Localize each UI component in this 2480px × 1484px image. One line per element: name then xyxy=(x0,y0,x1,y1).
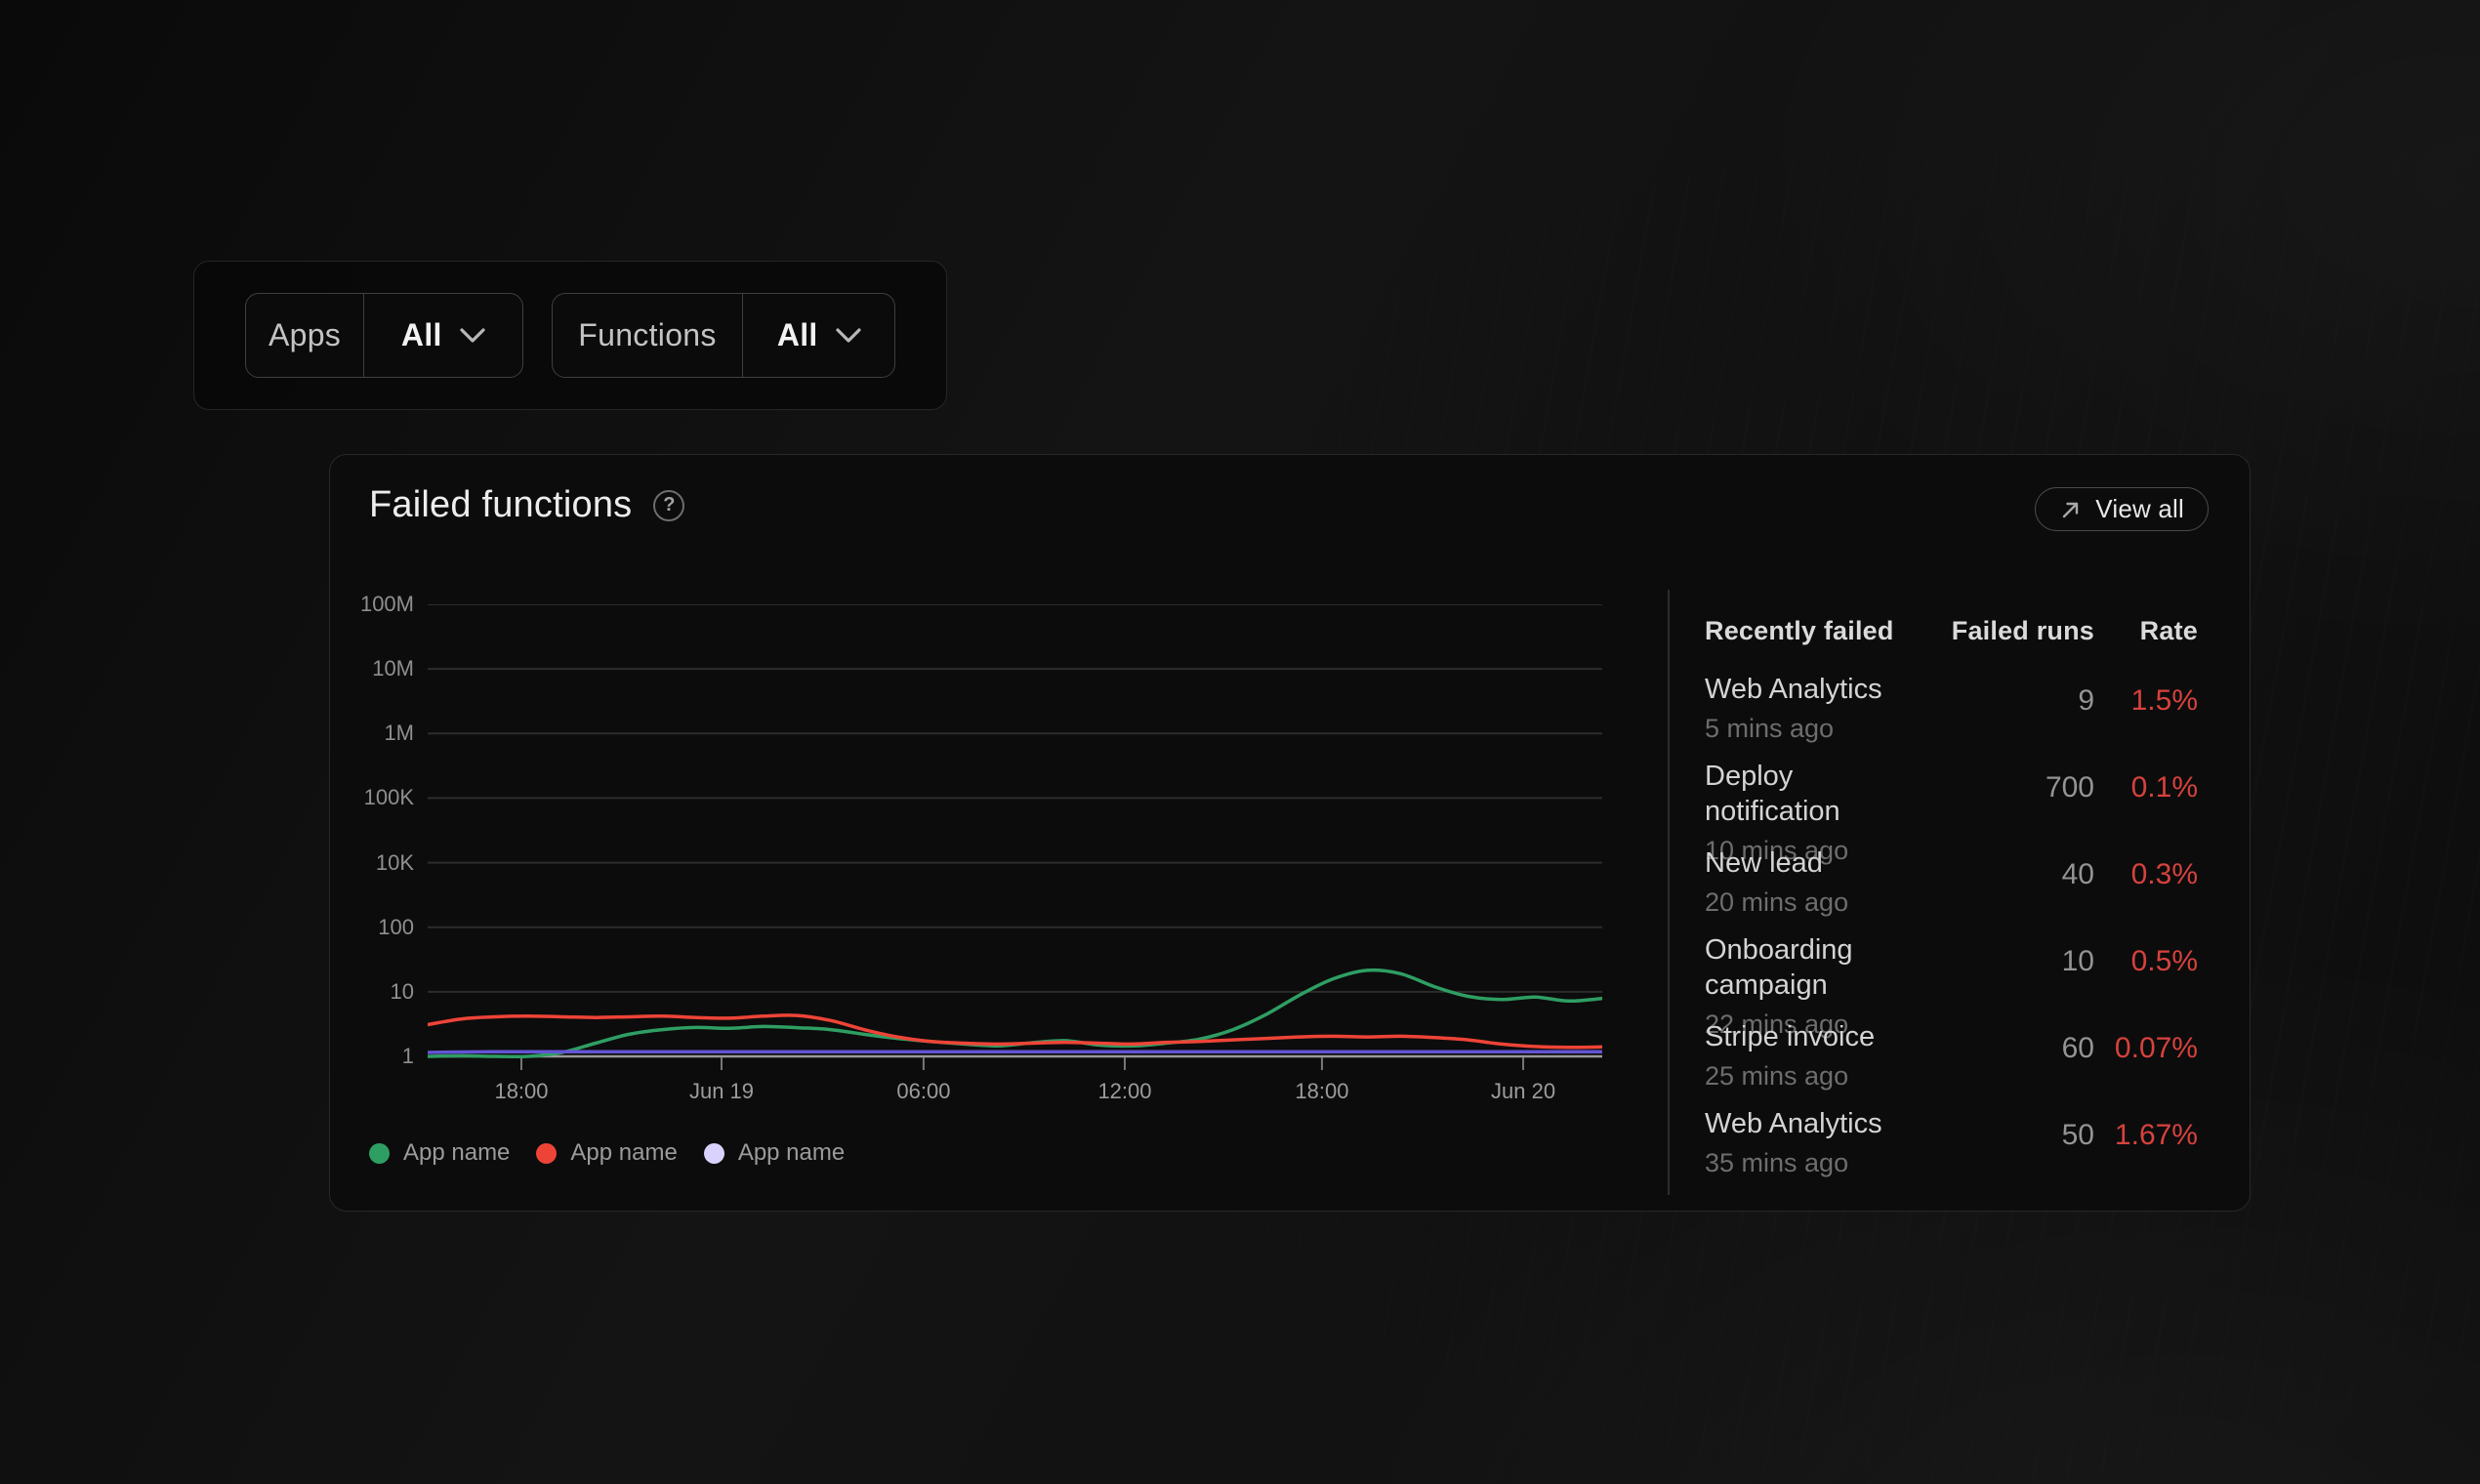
y-tick-label: 1 xyxy=(401,1044,414,1068)
function-name: Deploy notification xyxy=(1705,761,1840,827)
failed-runs-count: 700 xyxy=(2045,771,2094,804)
x-tick-label: Jun 19 xyxy=(688,1079,755,1103)
series-line-3 xyxy=(428,1050,1602,1054)
failure-rate: 0.5% xyxy=(2130,945,2198,977)
legend-item-2[interactable]: App name xyxy=(536,1139,678,1167)
legend-item-3[interactable]: App name xyxy=(703,1139,846,1167)
table-row[interactable]: Onboarding campaign 22 mins ago 10 0.5% xyxy=(1705,932,2198,1039)
failure-rate: 0.3% xyxy=(2130,858,2198,890)
function-name-cell: Stripe invoice 25 mins ago xyxy=(1705,1019,1928,1106)
function-name: New lead xyxy=(1705,847,1823,879)
legend-dot-icon xyxy=(369,1142,390,1164)
function-name-cell: Web Analytics 5 mins ago xyxy=(1705,672,1928,759)
x-tick-label: 06:00 xyxy=(896,1079,951,1103)
failed-time: 22 mins ago xyxy=(1705,1010,1849,1039)
function-name: Web Analytics xyxy=(1705,1108,1882,1139)
header-rate: Rate xyxy=(2139,616,2198,645)
functions-filter-value-text: All xyxy=(776,317,818,352)
x-tick-label: 18:00 xyxy=(1295,1079,1349,1103)
failure-rate: 0.1% xyxy=(2130,771,2198,804)
legend-label: App name xyxy=(570,1139,678,1166)
failed-time: 25 mins ago xyxy=(1705,1061,1849,1091)
series-line-2 xyxy=(428,1013,1602,1050)
recently-failed-table: Recently failed Failed runs Rate Web Ana… xyxy=(1705,616,2198,1193)
table-row[interactable]: New lead 20 mins ago 40 0.3% xyxy=(1705,845,2198,932)
y-tick-label: 10K xyxy=(375,849,414,875)
functions-filter-label: Functions xyxy=(553,294,744,377)
header-failed-runs: Failed runs xyxy=(1951,616,2094,645)
failed-functions-card: Failed functions ? View all 100M 10M 1M 100… xyxy=(329,454,2251,1212)
function-name-cell: Web Analytics 35 mins ago xyxy=(1705,1106,1928,1193)
failed-runs-count: 50 xyxy=(2061,1119,2094,1151)
legend-dot-icon xyxy=(703,1142,724,1164)
function-name: Onboarding campaign xyxy=(1705,934,1853,1001)
chevron-down-icon xyxy=(460,328,485,343)
failed-runs-count: 10 xyxy=(2061,945,2094,977)
legend-item-1[interactable]: App name xyxy=(369,1139,510,1167)
failed-runs-count: 40 xyxy=(2061,858,2094,890)
line-chart-plot xyxy=(428,604,1602,1070)
view-all-button[interactable]: View all xyxy=(2035,487,2209,531)
failed-functions-chart: 100M 10M 1M 100K 10K 100 10 1 18:00 Jun 19 06:00 1… xyxy=(330,455,1668,1213)
failed-time: 20 mins ago xyxy=(1705,887,1849,917)
failed-runs-count: 9 xyxy=(2078,684,2094,717)
failure-rate: 1.67% xyxy=(2114,1119,2198,1151)
apps-filter-label: Apps xyxy=(246,294,365,377)
failed-time: 10 mins ago xyxy=(1705,836,1849,865)
card-title: Failed functions xyxy=(369,484,633,525)
table-row[interactable]: Deploy notification 10 mins ago 700 0.1% xyxy=(1705,759,2198,865)
failed-time: 35 mins ago xyxy=(1705,1148,1849,1177)
chevron-down-icon xyxy=(836,328,861,343)
x-tick-label: Jun 20 xyxy=(1491,1079,1556,1103)
function-name: Web Analytics xyxy=(1705,674,1882,705)
failure-rate: 0.07% xyxy=(2114,1032,2198,1064)
help-icon[interactable]: ? xyxy=(653,489,685,521)
table-header-row: Recently failed Failed runs Rate xyxy=(1705,616,2198,646)
card-header: Failed functions ? xyxy=(369,484,685,526)
functions-filter-dropdown[interactable]: Functions All xyxy=(551,293,895,378)
function-name-cell: New lead 20 mins ago xyxy=(1705,845,1928,932)
legend-dot-icon xyxy=(536,1142,558,1164)
y-tick-label: 100 xyxy=(378,914,414,939)
table-row[interactable]: Stripe invoice 25 mins ago 60 0.07% xyxy=(1705,1019,2198,1106)
header-recently-failed: Recently failed xyxy=(1705,616,1894,645)
y-tick-label: 1M xyxy=(384,721,414,746)
card-divider xyxy=(1668,590,1670,1195)
apps-filter-value[interactable]: All xyxy=(364,294,521,377)
y-tick-label: 100M xyxy=(359,592,414,616)
apps-filter-dropdown[interactable]: Apps All xyxy=(245,293,523,378)
y-tick-label: 10 xyxy=(390,978,414,1004)
x-tick-label: 12:00 xyxy=(1097,1079,1152,1103)
x-tick-label: 18:00 xyxy=(494,1079,549,1103)
arrow-up-right-icon xyxy=(2063,502,2079,517)
table-row[interactable]: Web Analytics 35 mins ago 50 1.67% xyxy=(1705,1106,2198,1193)
table-body: Web Analytics 5 mins ago 9 1.5% Deploy notif… xyxy=(1705,672,2198,1193)
view-all-label: View all xyxy=(2095,494,2184,523)
function-name-cell: Deploy notification 10 mins ago xyxy=(1705,759,1928,865)
table-row[interactable]: Web Analytics 5 mins ago 9 1.5% xyxy=(1705,672,2198,759)
function-name-cell: Onboarding campaign 22 mins ago xyxy=(1705,932,1928,1039)
legend-label: App name xyxy=(737,1139,846,1166)
functions-filter-value[interactable]: All xyxy=(743,294,894,377)
legend-label: App name xyxy=(403,1139,511,1166)
failed-runs-count: 60 xyxy=(2061,1032,2094,1064)
chart-legend: App name App name App name xyxy=(369,1139,845,1167)
apps-filter-value-text: All xyxy=(400,317,442,352)
failure-rate: 1.5% xyxy=(2130,684,2198,717)
y-tick-label: 100K xyxy=(363,785,414,810)
failed-time: 5 mins ago xyxy=(1705,714,1835,743)
y-tick-label: 10M xyxy=(372,656,414,681)
function-name: Stripe invoice xyxy=(1705,1021,1876,1052)
filter-bar: Apps All Functions All xyxy=(193,261,947,410)
